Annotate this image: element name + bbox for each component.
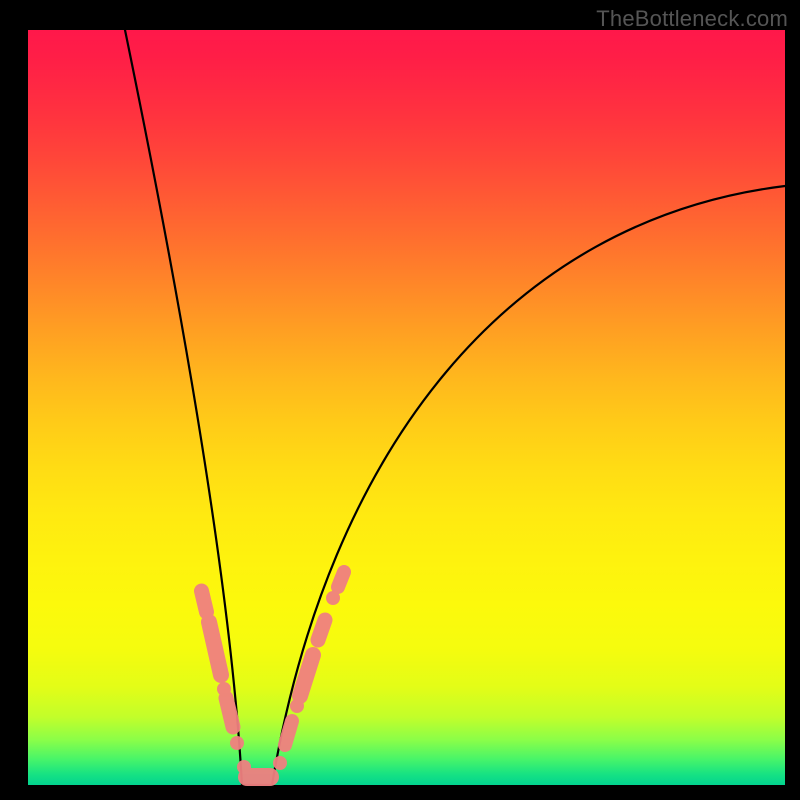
- bottleneck-chart: [0, 0, 800, 800]
- outer-frame: TheBottleneck.com: [0, 0, 800, 800]
- watermark-text: TheBottleneck.com: [596, 6, 788, 32]
